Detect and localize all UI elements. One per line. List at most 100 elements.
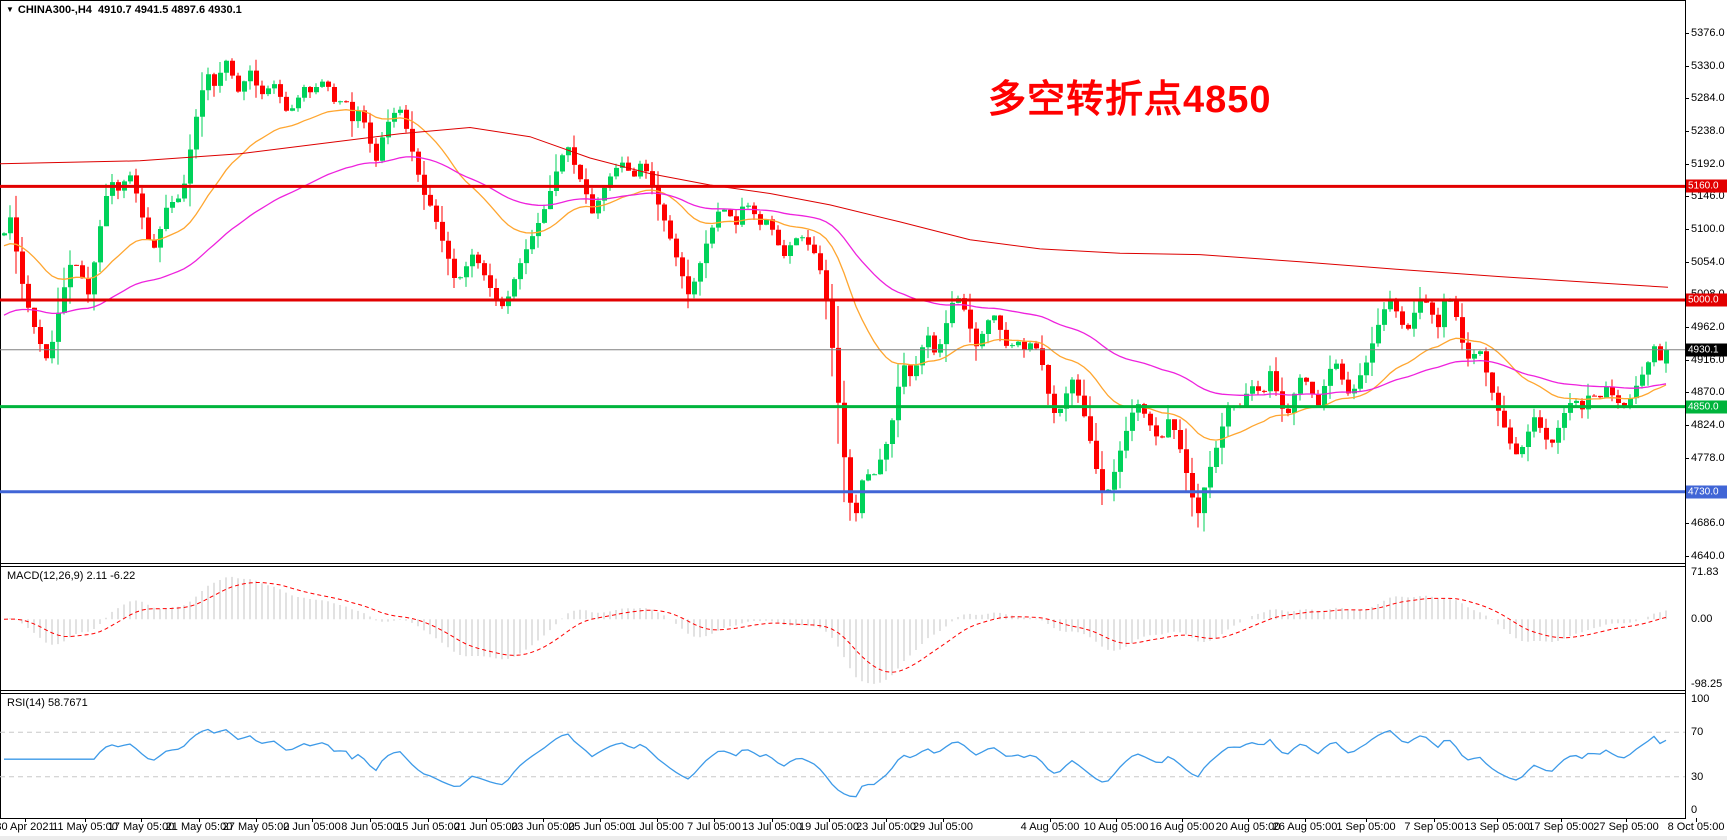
price-tick-label: 5146.0 — [1691, 190, 1725, 203]
price-tick-label: 4778.0 — [1691, 451, 1725, 464]
time-tick-mark — [312, 818, 313, 822]
time-tick-label: 13 Sep 05:00 — [1464, 821, 1530, 833]
chart-right-border — [1685, 0, 1686, 818]
price-tick-label: 5100.0 — [1691, 223, 1725, 235]
time-tick-mark — [886, 818, 887, 822]
symbol-dropdown-icon[interactable]: ▼ — [6, 5, 14, 14]
price-tick-label: 5330.0 — [1691, 59, 1725, 72]
macd-axis-label: 71.83 — [1691, 566, 1719, 578]
time-tick-label: 13 Jul 05:00 — [742, 821, 802, 833]
time-tick-label: 27 Sep 05:00 — [1593, 821, 1659, 833]
rsi-indicator-label: RSI(14) 58.7671 — [7, 697, 88, 709]
price-tick-label: 4916.0 — [1691, 353, 1725, 366]
rsi-pane-top-border — [0, 693, 1686, 694]
time-tick-label: 1 Sep 05:00 — [1336, 821, 1396, 833]
chart-left-border — [0, 0, 1, 818]
price-badge-5160.0: 5160.0 — [1686, 179, 1727, 193]
time-tick-mark — [1248, 818, 1249, 822]
price-tick-mark — [1685, 359, 1689, 361]
main-price-pane[interactable] — [0, 0, 1685, 563]
time-tick-mark — [199, 818, 200, 822]
time-tick-mark — [1182, 818, 1183, 822]
rsi-axis-label: 0 — [1691, 804, 1698, 816]
time-tick-mark — [1434, 818, 1435, 822]
price-tick-mark — [1685, 523, 1689, 525]
macd-pane[interactable] — [0, 567, 1685, 690]
price-tick-label: 5192.0 — [1691, 157, 1725, 170]
chart-top-border — [0, 0, 1685, 1]
price-tick-mark — [1685, 392, 1689, 394]
time-tick-mark — [1626, 818, 1627, 822]
time-tick-mark — [1696, 818, 1697, 822]
symbol-title[interactable]: ▼ CHINA300-,H4 4910.7 4941.5 4897.6 4930.… — [6, 4, 242, 16]
time-tick-mark — [772, 818, 773, 822]
time-tick-label: 1 Jul 05:00 — [630, 821, 684, 833]
price-tick-mark — [1685, 33, 1689, 34]
price-tick-label: 4870.0 — [1691, 386, 1725, 399]
time-tick-label: 2 Jun 05:00 — [283, 821, 341, 833]
orange-ma-line — [3, 109, 1667, 441]
price-tick-label: 4824.0 — [1691, 419, 1725, 432]
price-tick-label: 5054.0 — [1691, 255, 1725, 268]
price-tick-mark — [1685, 425, 1689, 427]
rsi-pane[interactable] — [0, 694, 1685, 818]
macd-pane-top-border — [0, 566, 1686, 567]
price-badge-4850.0: 4850.0 — [1686, 400, 1727, 414]
price-tick-label: 5238.0 — [1691, 125, 1725, 137]
time-tick-label: 15 Jun 05:00 — [396, 821, 460, 833]
macd-histogram — [9, 576, 1667, 684]
time-tick-mark — [714, 818, 715, 822]
macd-axis-label: 0.00 — [1691, 613, 1713, 626]
time-tick-label: 10 Aug 05:00 — [1083, 821, 1149, 833]
time-tick-label: 27 May 05:00 — [222, 821, 290, 833]
time-tick-mark — [943, 818, 944, 822]
time-tick-mark — [1050, 818, 1051, 822]
time-tick-label: 23 Jun 05:00 — [511, 821, 575, 833]
time-tick-label: 7 Jul 05:00 — [687, 821, 741, 833]
price-tick-mark — [1685, 555, 1689, 557]
price-tick-mark — [1685, 196, 1689, 198]
time-tick-mark — [1116, 818, 1117, 822]
up-candle-bodies — [2, 60, 1669, 514]
price-badge-5000.0: 5000.0 — [1686, 293, 1727, 307]
rsi-axis-label: 70 — [1691, 726, 1704, 739]
price-tick-mark — [1685, 327, 1689, 329]
rsi-axis-label: 100 — [1691, 693, 1710, 705]
time-tick-label: 23 Jul 05:00 — [856, 821, 916, 833]
time-tick-mark — [141, 818, 142, 822]
time-tick-label: 8 Oct 05:00 — [1667, 821, 1725, 833]
time-tick-label: 21 Jun 05:00 — [454, 821, 518, 833]
symbol-name: CHINA300-,H4 — [17, 4, 92, 16]
down-candle-bodies — [14, 60, 1663, 514]
time-tick-label: 4 Aug 05:00 — [1020, 821, 1080, 833]
time-tick-mark — [370, 818, 371, 822]
price-tick-label: 4640.0 — [1691, 549, 1725, 562]
time-tick-label: 29 Jul 05:00 — [913, 821, 973, 833]
time-tick-mark — [25, 818, 26, 822]
price-tick-label: 4962.0 — [1691, 321, 1725, 334]
time-tick-label: 16 Aug 05:00 — [1149, 821, 1215, 833]
time-tick-mark — [543, 818, 544, 822]
turning-point-annotation: 多空转折点4850 — [988, 79, 1272, 121]
time-tick-label: 30 Apr 2021 — [0, 821, 55, 833]
price-tick-mark — [1685, 457, 1689, 459]
time-tick-label: 7 Sep 05:00 — [1404, 821, 1464, 833]
down-candle-wicks — [15, 58, 1661, 528]
price-tick-mark — [1685, 163, 1689, 165]
main-pane-bottom-border — [0, 563, 1686, 564]
time-tick-label: 20 Aug 05:00 — [1215, 821, 1281, 833]
price-tick-mark — [1685, 65, 1689, 67]
time-tick-mark — [1366, 818, 1367, 822]
rsi-pane-bottom-border — [0, 818, 1686, 819]
price-badge-4930.1: 4930.1 — [1686, 343, 1727, 357]
magenta-ma-line — [3, 156, 1667, 396]
price-tick-label: 5376.0 — [1691, 27, 1725, 39]
price-tick-mark — [1685, 98, 1689, 100]
up-candle-wicks — [3, 59, 1667, 532]
time-tick-mark — [829, 818, 830, 822]
time-tick-label: 17 May 05:00 — [107, 821, 175, 833]
time-tick-label: 26 Aug 05:00 — [1272, 821, 1338, 833]
time-tick-label: 8 Jun 05:00 — [341, 821, 399, 833]
macd-axis-label: -98.25 — [1691, 678, 1723, 690]
